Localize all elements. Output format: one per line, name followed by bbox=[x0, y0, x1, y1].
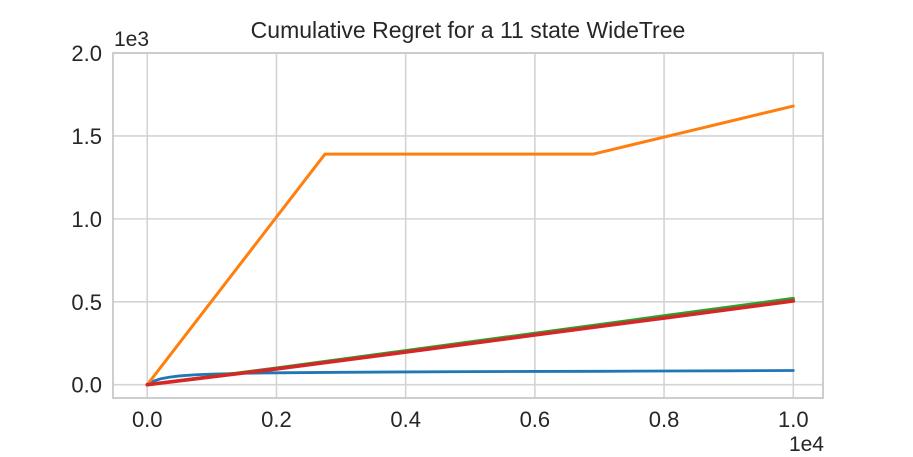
x-tick-label: 1.0 bbox=[778, 407, 809, 432]
y-tick-label: 2.0 bbox=[71, 41, 102, 66]
y-tick-label: 0.5 bbox=[71, 290, 102, 315]
x-tick-label: 0.8 bbox=[649, 407, 680, 432]
y-tick-label: 1.5 bbox=[71, 124, 102, 149]
x-tick-label: 0.4 bbox=[390, 407, 421, 432]
x-tick-label: 0.6 bbox=[520, 407, 551, 432]
series-red-line bbox=[145, 299, 796, 387]
series-orange-line bbox=[145, 104, 795, 387]
y-axis-offset-label: 1e3 bbox=[114, 28, 150, 51]
x-axis-offset-label: 1e4 bbox=[788, 433, 824, 456]
y-tick-label: 0.0 bbox=[71, 373, 102, 398]
series-blue-line bbox=[145, 369, 795, 387]
y-tick-label: 1.0 bbox=[71, 207, 102, 232]
plot-border bbox=[112, 52, 824, 399]
x-tick-label: 0.0 bbox=[132, 407, 163, 432]
chart-title: Cumulative Regret for a 11 state WideTre… bbox=[250, 17, 686, 43]
x-tick-label: 0.2 bbox=[261, 407, 292, 432]
